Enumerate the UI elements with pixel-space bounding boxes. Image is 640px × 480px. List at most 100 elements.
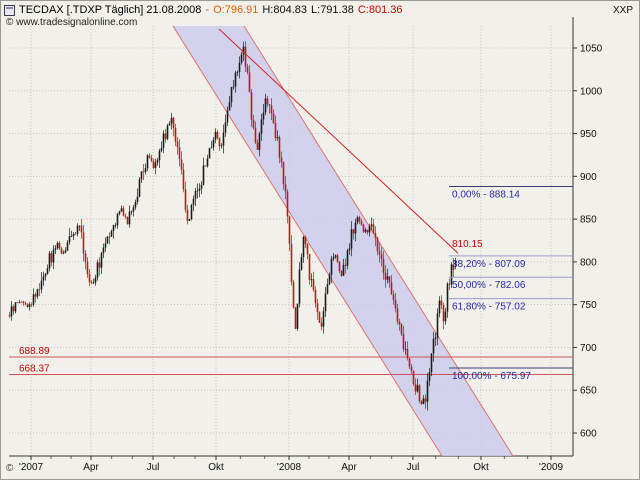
candle <box>150 157 153 161</box>
candle <box>16 302 19 304</box>
candle <box>440 300 443 306</box>
candle <box>28 304 31 308</box>
candle <box>238 62 241 72</box>
y-tick-label: 1000 <box>580 86 603 97</box>
candle <box>366 229 369 233</box>
y-axis-header: XXP <box>612 5 633 16</box>
open-value: O:796.91 <box>213 4 259 16</box>
candle <box>318 311 321 323</box>
title-dash: - <box>205 4 210 16</box>
watermark-link[interactable]: © www.tradesignalonline.com <box>6 17 138 28</box>
window-icon[interactable] <box>4 4 15 16</box>
candle <box>112 225 115 231</box>
candle <box>454 260 457 265</box>
candle <box>20 301 23 303</box>
candle <box>420 401 423 404</box>
candle <box>58 242 61 249</box>
candle <box>342 264 345 276</box>
candle <box>422 398 425 404</box>
candle <box>332 257 335 259</box>
candle <box>8 315 11 317</box>
candle <box>178 147 181 160</box>
candle <box>118 211 121 215</box>
copyright-glyph: © <box>6 463 14 474</box>
candle <box>414 384 417 392</box>
candle <box>162 133 165 148</box>
candle <box>274 123 277 139</box>
x-tick-label: Apr <box>341 462 357 473</box>
candle <box>114 225 117 226</box>
candle <box>280 157 283 163</box>
candle <box>368 226 371 233</box>
candle <box>310 279 313 281</box>
candle <box>48 253 51 269</box>
candle <box>390 282 393 295</box>
candle <box>386 276 389 280</box>
trend-channel[interactable] <box>173 26 513 456</box>
candle <box>288 216 291 244</box>
candle <box>248 72 251 93</box>
candle <box>36 289 39 297</box>
candle <box>232 86 235 88</box>
candle <box>296 303 299 329</box>
candle <box>38 289 41 291</box>
y-tick-label: 850 <box>580 215 597 226</box>
candle <box>396 308 399 322</box>
candle <box>428 372 431 381</box>
candles <box>8 40 457 411</box>
candle <box>10 306 13 317</box>
candle <box>260 119 263 134</box>
candle <box>330 258 333 275</box>
candle <box>410 366 413 371</box>
candle <box>62 252 65 254</box>
candle <box>224 122 227 133</box>
candle <box>126 216 129 225</box>
candle <box>50 253 53 263</box>
candle <box>122 208 125 216</box>
candle <box>356 217 359 223</box>
candle <box>210 147 213 149</box>
candle <box>348 248 351 251</box>
candle <box>56 242 59 249</box>
candle <box>164 133 167 139</box>
resistance-trendline[interactable] <box>218 28 459 254</box>
x-tick-label: Jul <box>407 462 420 473</box>
candle <box>96 262 99 278</box>
x-tick-label: Jul <box>147 462 160 473</box>
candle <box>98 262 101 268</box>
fib-label: 100,00% - 675.97 <box>452 371 531 382</box>
candle <box>328 274 331 285</box>
candle <box>406 348 409 359</box>
fib-label: 61,80% - 757.02 <box>452 302 526 313</box>
candle <box>242 46 245 55</box>
candle <box>60 248 63 254</box>
candle <box>212 139 215 148</box>
candle <box>132 207 135 212</box>
candle <box>346 250 349 266</box>
candle <box>154 162 157 168</box>
support-label: 688.89 <box>19 346 50 357</box>
candle <box>374 233 377 238</box>
channel-upper-line[interactable] <box>243 25 514 457</box>
candle <box>378 251 381 255</box>
channel-lower-line[interactable] <box>172 25 443 457</box>
candle <box>74 233 77 235</box>
candle <box>398 321 401 325</box>
candle <box>108 236 111 238</box>
candle <box>340 270 343 276</box>
candle <box>86 261 89 275</box>
candle <box>26 304 29 308</box>
candle <box>382 258 385 273</box>
candle <box>134 201 137 208</box>
candle <box>136 196 139 202</box>
candle <box>202 165 205 185</box>
candle <box>120 208 123 212</box>
candle <box>140 171 143 180</box>
candle <box>408 358 411 367</box>
chart-title: TECDAX [.TDXP Täglich] 21.08.2008 <box>19 4 202 16</box>
candle <box>376 237 379 252</box>
low-value: L:791.38 <box>311 4 354 16</box>
candle <box>380 254 383 259</box>
